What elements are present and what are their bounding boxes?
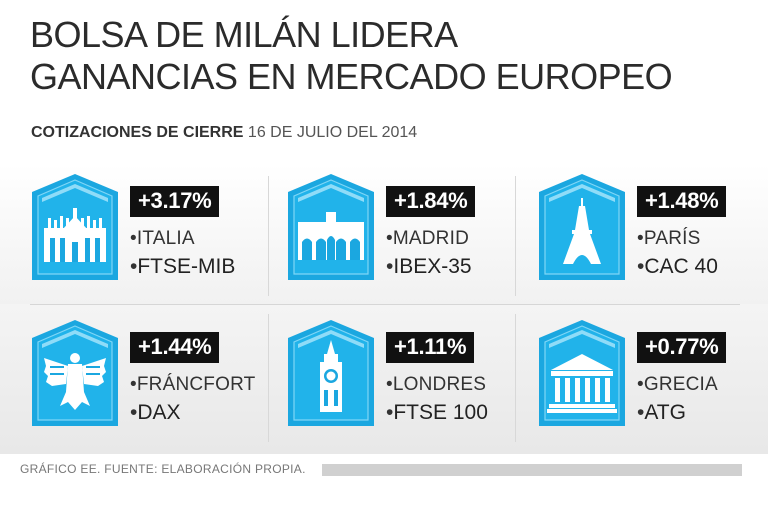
index-label: •IBEX-35 <box>386 255 472 278</box>
market-card-italia: +3.17% •ITALIA •FTSE-MIB <box>30 172 270 292</box>
percent-label: +1.11% <box>386 332 475 363</box>
divider <box>515 314 516 442</box>
title-line-1: BOLSA DE MILÁN LIDERA <box>30 14 458 55</box>
big-ben-icon <box>286 318 376 428</box>
grid-background-bottom <box>0 304 768 454</box>
eiffel-tower-icon <box>537 172 627 282</box>
index-label: •DAX <box>130 401 181 424</box>
subtitle-date: 16 DE JULIO DEL 2014 <box>247 124 418 141</box>
percent-label: +1.48% <box>637 186 727 217</box>
chart-title: BOLSA DE MILÁN LIDERA GANANCIAS EN MERCA… <box>30 14 750 98</box>
percent-label: +1.84% <box>386 186 476 217</box>
puerta-de-alcala-icon <box>286 172 376 282</box>
title-line-2: GANANCIAS EN MERCADO EUROPEO <box>30 56 673 97</box>
footer-bar <box>322 464 742 476</box>
source-footer: GRÁFICO EE. FUENTE: ELABORACIÓN PROPIA. <box>20 462 306 476</box>
index-label: •FTSE 100 <box>386 401 488 424</box>
city-label: •MADRID <box>386 228 470 249</box>
divider <box>268 176 269 296</box>
percent-label: +3.17% <box>130 186 220 217</box>
divider <box>268 314 269 442</box>
percent-label: +1.44% <box>130 332 220 363</box>
city-label: •FRÁNCFORT <box>130 374 256 395</box>
milan-cathedral-icon <box>30 172 120 282</box>
greek-temple-icon <box>537 318 627 428</box>
divider <box>515 176 516 296</box>
market-card-londres: +1.11% •LONDRES •FTSE 100 <box>286 318 526 438</box>
market-card-grecia: +0.77% •GRECIA •ATG <box>537 318 768 438</box>
divider <box>30 304 740 305</box>
market-card-francfort: +1.44% •FRÁNCFORT •DAX <box>30 318 270 438</box>
german-eagle-icon <box>30 318 120 428</box>
percent-label: +0.77% <box>637 332 727 363</box>
index-label: •ATG <box>637 401 686 424</box>
city-label: •PARÍS <box>637 228 701 249</box>
market-card-paris: +1.48% •PARÍS •CAC 40 <box>537 172 768 292</box>
chart-subtitle: COTIZACIONES DE CIERRE 16 DE JULIO DEL 2… <box>31 124 417 142</box>
market-card-madrid: +1.84% •MADRID •IBEX-35 <box>286 172 526 292</box>
city-label: •GRECIA <box>637 374 718 395</box>
index-label: •CAC 40 <box>637 255 718 278</box>
subtitle-label: COTIZACIONES DE CIERRE <box>31 124 244 141</box>
city-label: •LONDRES <box>386 374 487 395</box>
index-label: •FTSE-MIB <box>130 255 236 278</box>
city-label: •ITALIA <box>130 228 195 249</box>
